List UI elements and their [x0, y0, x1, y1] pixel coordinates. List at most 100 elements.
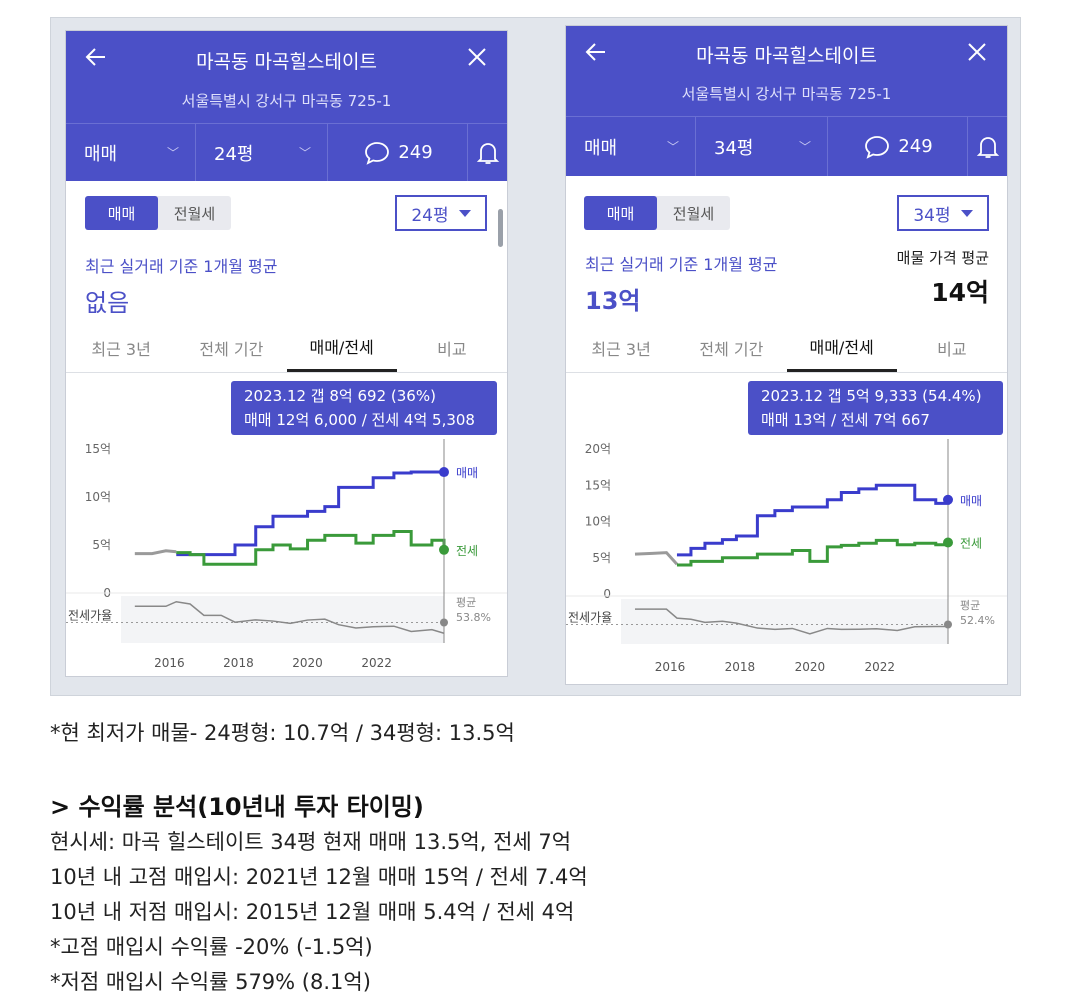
jeonse-line: [676, 538, 950, 567]
jeonse-endpoint: [943, 537, 953, 548]
y-tick-label: 10억: [585, 515, 611, 529]
listing-avg-value: 14억: [931, 278, 989, 307]
trade-toggle: 매매 전월세: [584, 196, 730, 230]
jeonse-endpoint: [439, 544, 449, 555]
ratio-band: [621, 599, 948, 644]
jeonse-series-label: 전세: [456, 544, 478, 558]
avg-caption: 평균: [960, 599, 980, 612]
comments-button[interactable]: 249: [828, 117, 968, 176]
listing-avg-label: 매물 가격 평균: [896, 249, 989, 267]
tooltip-box: [748, 381, 1003, 435]
sale-line: [676, 483, 950, 557]
size-dropdown[interactable]: 24평 ﹀: [196, 124, 328, 181]
y-tick-label: 20억: [585, 442, 611, 456]
avg-label: 최근 실거래 기준 1개월 평균: [85, 257, 278, 276]
x-tick-label: 2020: [795, 660, 826, 674]
chevron-down-icon: ﹀: [166, 146, 179, 160]
x-tick-label: 2016: [154, 656, 185, 670]
app-header: 마곡동 마곡힐스테이트 서울특별시 강서구 마곡동 725-1 매매 ﹀ 24평 ﹀…: [66, 31, 507, 181]
lowest-listing-note: *현 최저가 매물- 24평형: 10.7억 / 34평형: 13.5억: [50, 721, 515, 745]
size-select[interactable]: 24평: [395, 195, 487, 231]
trade-type-label: 매매: [84, 143, 118, 165]
analysis-line: 현시세: 마곡 힐스테이트 34평 현재 매매 13.5억, 전세 7억: [50, 830, 572, 854]
sale-line: [176, 470, 444, 557]
caret-down-icon: [458, 209, 471, 217]
tooltip-gap: 2023.12 갭 5억 9,333 (54.4%): [761, 387, 982, 405]
comments-button[interactable]: 249: [328, 124, 468, 181]
analysis-line: *고점 매입시 수익률 -20% (-1.5억): [50, 935, 373, 959]
bell-icon: [976, 136, 999, 158]
avg-ratio-value: 52.4%: [960, 614, 995, 627]
toggle-rent[interactable]: 전월세: [672, 204, 715, 223]
size-label: 34평: [714, 137, 754, 159]
x-tick-label: 2018: [223, 656, 254, 670]
tooltip-prices: 매매 12억 6,000 / 전세 4억 5,308: [244, 411, 475, 429]
tab-all-period[interactable]: 전체 기간: [699, 339, 764, 359]
close-icon[interactable]: [965, 40, 989, 64]
close-icon[interactable]: [465, 45, 489, 69]
history-line: [134, 549, 177, 556]
trade-type-dropdown[interactable]: 매매 ﹀: [66, 124, 196, 181]
x-tick-label: 2018: [725, 660, 756, 674]
sale-series-label: 매매: [960, 494, 982, 508]
alarm-button[interactable]: [968, 117, 1007, 176]
chevron-down-icon: ﹀: [798, 140, 811, 154]
y-tick-label: 5억: [92, 538, 111, 552]
tab-sale-jeonse[interactable]: 매매/전세: [286, 323, 397, 372]
x-tick-label: 2022: [361, 656, 392, 670]
trade-type-dropdown[interactable]: 매매 ﹀: [566, 117, 696, 176]
period-tabs: 최근 3년 전체 기간 매매/전세 비교: [66, 323, 507, 373]
y-tick-label: 5억: [592, 551, 611, 565]
analysis-line: 10년 내 고점 매입시: 2021년 12월 매매 15억 / 전세 7.4억: [50, 865, 588, 889]
tab-compare[interactable]: 비교: [937, 339, 967, 359]
jeonse-line: [176, 530, 446, 566]
ratio-line: [134, 600, 445, 634]
tab-recent-3y[interactable]: 최근 3년: [91, 339, 151, 359]
ratio-label: 전세가율: [68, 609, 112, 623]
y-tick-label: 0: [603, 587, 611, 601]
scrollbar-thumb[interactable]: [498, 209, 503, 247]
period-tabs: 최근 3년 전체 기간 매매/전세 비교: [566, 323, 1007, 373]
analysis-line: 10년 내 저점 매입시: 2015년 12월 매매 5.4억 / 전세 4억: [50, 900, 575, 924]
toggle-sale[interactable]: 매매: [584, 196, 657, 230]
trade-type-label: 매매: [584, 137, 618, 159]
avg-label: 최근 실거래 기준 1개월 평균: [585, 255, 778, 274]
app-header: 마곡동 마곡힐스테이트 서울특별시 강서구 마곡동 725-1 매매 ﹀ 34평 ﹀…: [566, 26, 1007, 176]
tab-sale-jeonse[interactable]: 매매/전세: [786, 323, 897, 372]
ratio-line: [634, 608, 949, 635]
size-dropdown[interactable]: 34평 ﹀: [696, 117, 828, 176]
back-arrow-icon[interactable]: [584, 40, 608, 64]
alarm-button[interactable]: [468, 124, 507, 181]
history-line: [634, 551, 679, 566]
jeonse-series-label: 전세: [960, 537, 982, 551]
avg-value: 13억: [585, 287, 641, 315]
toggle-sale[interactable]: 매매: [85, 196, 158, 230]
avg-ratio-value: 53.8%: [456, 611, 491, 624]
ratio-endpoint: [440, 618, 448, 627]
sale-endpoint: [439, 467, 449, 478]
sale-endpoint: [943, 494, 953, 505]
chat-bubble-icon: [365, 141, 390, 165]
x-tick-label: 2016: [655, 660, 686, 674]
tooltip-gap: 2023.12 갭 8억 692 (36%): [244, 387, 436, 405]
ratio-endpoint: [944, 620, 952, 629]
back-arrow-icon[interactable]: [84, 45, 108, 69]
address: 서울특별시 강서구 마곡동 725-1: [681, 85, 892, 103]
section-title: > 수익률 분석(10년내 투자 타이밍): [50, 793, 424, 821]
chevron-down-icon: ﹀: [666, 140, 679, 154]
bell-icon: [476, 142, 499, 164]
y-tick-label: 15억: [85, 442, 111, 456]
y-tick-label: 15억: [585, 478, 611, 492]
tab-recent-3y[interactable]: 최근 3년: [591, 339, 651, 359]
tab-compare[interactable]: 비교: [437, 339, 467, 359]
avg-value: 없음: [85, 289, 130, 317]
toggle-rent[interactable]: 전월세: [173, 204, 216, 223]
app-panel-24: 마곡동 마곡힐스테이트 서울특별시 강서구 마곡동 725-1 매매 ﹀ 24평 ﹀…: [65, 30, 508, 677]
page-title: 마곡동 마곡힐스테이트: [196, 51, 377, 73]
size-select[interactable]: 34평: [897, 195, 989, 231]
tab-all-period[interactable]: 전체 기간: [199, 339, 264, 359]
ratio-band: [121, 596, 444, 643]
y-tick-label: 10억: [85, 490, 111, 504]
